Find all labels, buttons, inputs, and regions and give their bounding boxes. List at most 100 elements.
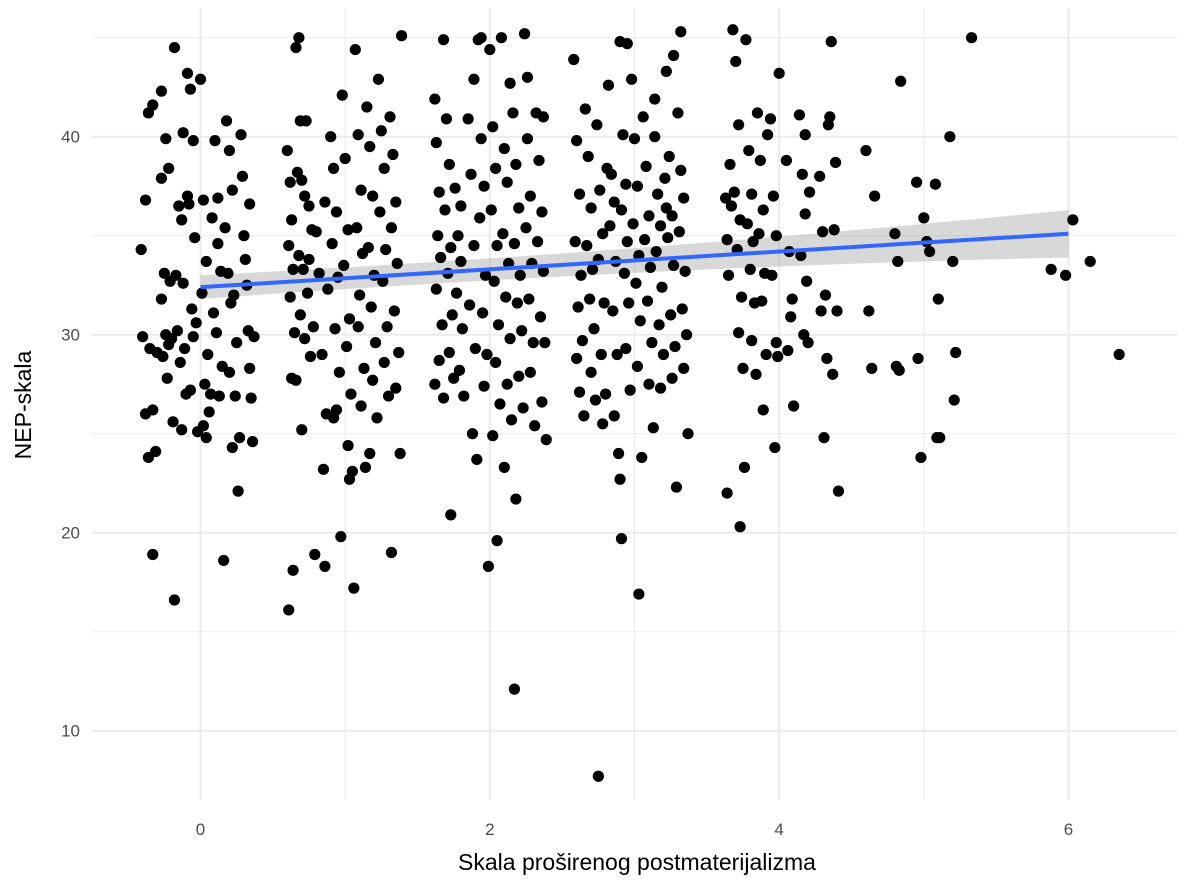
data-point bbox=[317, 463, 330, 475]
data-point bbox=[656, 281, 668, 293]
data-point bbox=[802, 337, 814, 349]
data-point bbox=[741, 218, 753, 230]
y-tick-label: 10 bbox=[61, 722, 80, 741]
data-point bbox=[429, 378, 441, 390]
data-point bbox=[174, 356, 186, 369]
data-point bbox=[478, 380, 490, 392]
data-point bbox=[284, 291, 296, 303]
data-point bbox=[721, 234, 733, 246]
data-point bbox=[634, 315, 646, 327]
data-point bbox=[678, 192, 690, 204]
data-point bbox=[643, 378, 655, 390]
data-point bbox=[187, 331, 199, 343]
data-point bbox=[517, 402, 529, 414]
data-point bbox=[628, 133, 641, 145]
data-point bbox=[372, 73, 385, 85]
data-point bbox=[327, 162, 340, 174]
data-point bbox=[508, 238, 521, 250]
data-point bbox=[433, 186, 445, 198]
data-point bbox=[445, 509, 457, 521]
data-point bbox=[769, 441, 781, 454]
data-point bbox=[911, 176, 923, 188]
data-point bbox=[147, 548, 159, 561]
data-point bbox=[299, 190, 311, 202]
data-point bbox=[190, 317, 202, 329]
data-point bbox=[178, 342, 191, 355]
data-point bbox=[659, 172, 671, 184]
y-axis-ticks: 10 20 30 40 bbox=[61, 128, 80, 741]
data-point bbox=[599, 388, 612, 400]
data-point bbox=[466, 428, 479, 440]
data-point bbox=[341, 340, 353, 353]
data-point bbox=[220, 115, 233, 127]
data-point bbox=[507, 107, 519, 119]
data-point bbox=[666, 372, 678, 384]
data-point bbox=[497, 228, 509, 240]
data-point bbox=[660, 202, 672, 214]
data-point bbox=[504, 77, 516, 89]
data-point bbox=[788, 400, 800, 412]
data-point bbox=[209, 135, 221, 147]
data-point bbox=[244, 198, 256, 210]
data-point bbox=[585, 366, 597, 378]
data-point bbox=[682, 428, 694, 440]
data-point bbox=[647, 422, 659, 434]
data-point bbox=[369, 337, 382, 349]
data-point bbox=[892, 255, 904, 268]
data-point bbox=[764, 113, 777, 125]
data-point bbox=[915, 451, 927, 464]
data-point bbox=[737, 362, 749, 374]
data-point bbox=[365, 301, 377, 313]
data-point bbox=[319, 196, 331, 208]
data-point bbox=[505, 414, 518, 426]
data-point bbox=[199, 378, 211, 390]
data-point bbox=[666, 210, 678, 222]
data-point bbox=[439, 204, 451, 216]
data-point bbox=[343, 313, 356, 325]
data-point bbox=[342, 224, 354, 236]
data-point bbox=[735, 291, 748, 303]
data-point bbox=[537, 111, 549, 123]
data-point bbox=[437, 34, 450, 46]
data-point bbox=[345, 388, 357, 400]
data-point bbox=[219, 222, 231, 234]
data-point bbox=[443, 346, 455, 359]
data-point bbox=[450, 287, 463, 299]
data-point bbox=[452, 230, 464, 242]
data-point bbox=[349, 43, 361, 56]
data-point bbox=[536, 206, 548, 218]
y-tick-label: 30 bbox=[61, 326, 80, 345]
data-point bbox=[189, 232, 201, 244]
data-point bbox=[304, 350, 317, 363]
data-point bbox=[448, 372, 460, 384]
data-point bbox=[458, 390, 470, 402]
data-point bbox=[378, 356, 390, 369]
data-point bbox=[643, 210, 655, 222]
data-point bbox=[455, 200, 467, 212]
data-point bbox=[672, 107, 684, 119]
data-point bbox=[514, 269, 526, 281]
data-point bbox=[1060, 269, 1072, 281]
data-point bbox=[294, 309, 306, 321]
data-point bbox=[725, 200, 738, 212]
data-point bbox=[313, 267, 325, 279]
data-point bbox=[300, 115, 312, 127]
data-point bbox=[393, 346, 405, 359]
data-point bbox=[390, 382, 402, 394]
data-point bbox=[866, 362, 878, 374]
data-point bbox=[325, 131, 337, 143]
data-point bbox=[293, 32, 305, 44]
data-point bbox=[462, 113, 474, 125]
data-point bbox=[924, 245, 936, 258]
data-point bbox=[611, 348, 623, 361]
data-point bbox=[889, 228, 901, 240]
data-point bbox=[150, 445, 162, 458]
data-point bbox=[639, 234, 651, 246]
data-point bbox=[757, 404, 769, 416]
data-point bbox=[213, 390, 225, 402]
data-point bbox=[631, 180, 643, 192]
data-point bbox=[676, 303, 688, 315]
data-point bbox=[293, 249, 305, 262]
data-point bbox=[584, 293, 596, 305]
data-point bbox=[161, 372, 173, 384]
